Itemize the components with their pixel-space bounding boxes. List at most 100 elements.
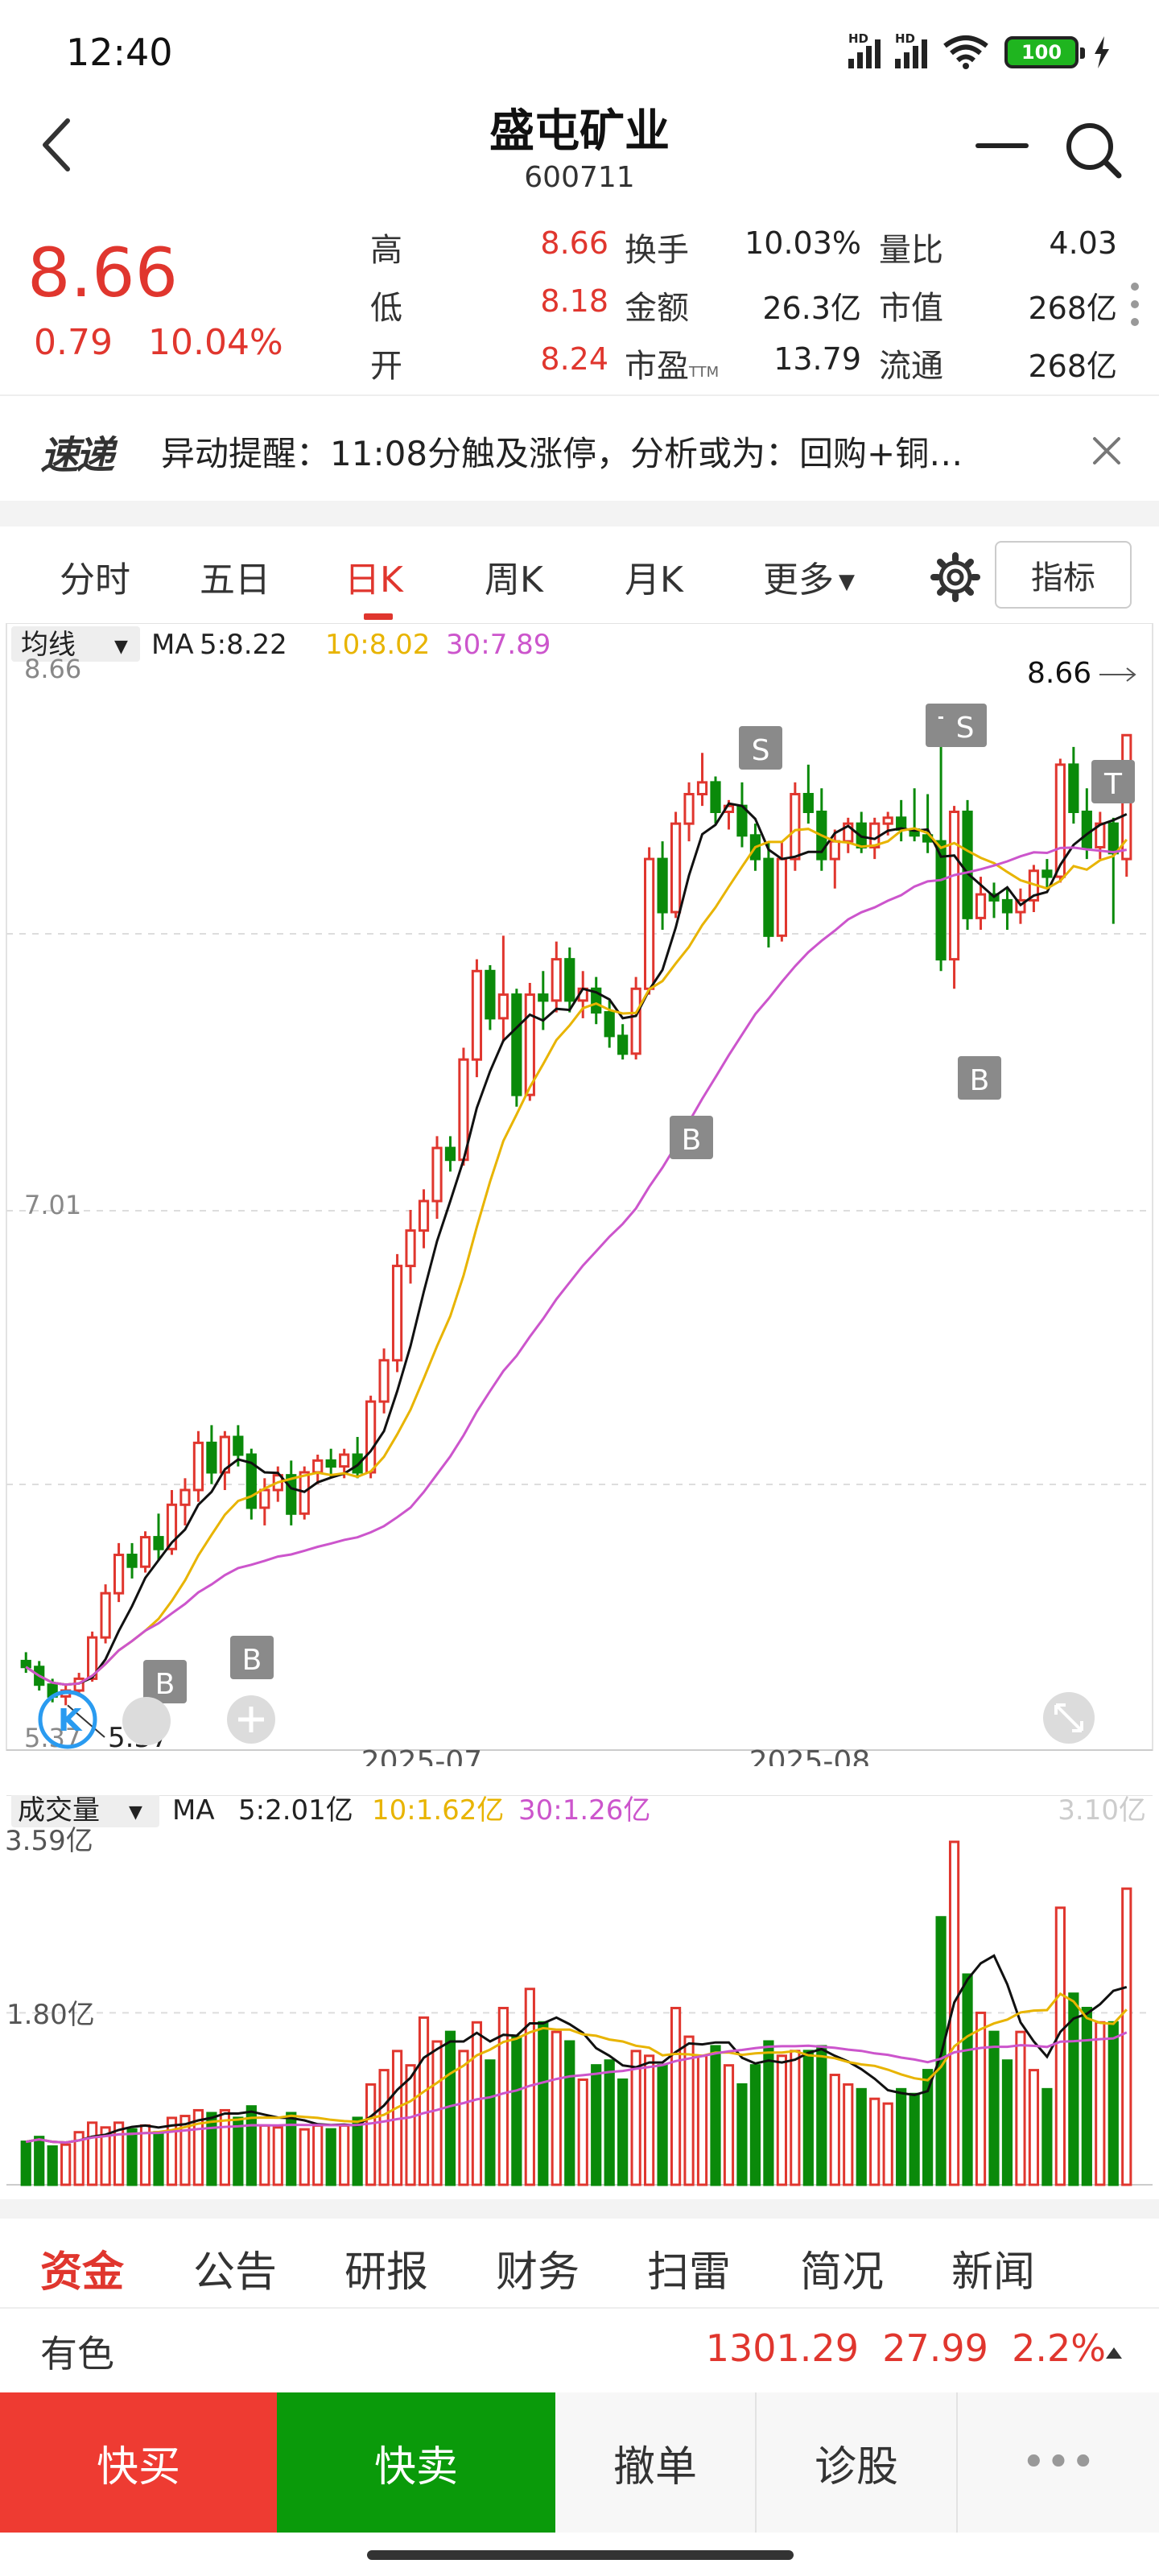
volume-bar-up <box>1095 2021 1106 2186</box>
price-change: 0.79 10.04% <box>34 322 283 363</box>
volume-bar-down <box>34 2136 45 2186</box>
volume-bar-up <box>670 2006 682 2186</box>
volume-bar-up <box>60 2143 72 2186</box>
candle-up <box>551 958 562 1002</box>
quote-label-open: 开 <box>370 348 402 385</box>
candle-down <box>802 793 814 813</box>
indicator-button[interactable]: 指标 <box>995 541 1132 609</box>
svg-text:S: S <box>752 734 770 767</box>
sector-row[interactable] <box>0 2307 1159 2392</box>
kline-chart[interactable]: 均线 ▼ MA 5:8.22 10:8.02 30:7.89 8.66 7.01… <box>0 623 1159 1766</box>
volume-ma30-value: 30:1.26亿 <box>518 1795 650 1827</box>
sector-name: 有色 <box>40 2332 114 2376</box>
ma10-line <box>25 827 1128 1686</box>
volume-bar-up <box>829 2074 840 2186</box>
volume-bar-up <box>723 2064 735 2186</box>
stock-name: 盛屯矿业 <box>489 105 670 158</box>
candle-down <box>245 1453 257 1509</box>
volume-bar-up <box>73 2131 85 2186</box>
candle-up <box>882 816 893 825</box>
candle-down <box>511 993 522 1096</box>
volume-chart[interactable]: 成交量 ▼ MA 5:2.01亿 10:1.62亿 30:1.26亿 3.10亿… <box>0 1795 1159 2198</box>
tab-research[interactable]: 研报 <box>344 2248 429 2297</box>
volume-bar-up <box>696 2054 708 2186</box>
quote-label-amount: 金额 <box>625 290 689 327</box>
back-arrow-icon[interactable] <box>32 113 80 177</box>
volume-selector-bg[interactable] <box>11 1795 159 1827</box>
ma5-line <box>25 802 1128 1686</box>
candle-down <box>233 1435 244 1456</box>
quote-value-open: 8.24 <box>540 341 608 377</box>
more-vertical-icon[interactable] <box>1130 280 1140 328</box>
tab-weekly-k[interactable]: 周K <box>485 559 543 601</box>
volume-bar-down <box>710 2045 721 2186</box>
quote-value-market-cap: 268亿 <box>1028 291 1117 326</box>
candle-up <box>630 987 641 1055</box>
more-options-button[interactable]: ••• <box>958 2392 1159 2533</box>
tab-more[interactable]: 更多 ▼ <box>763 559 855 601</box>
volume-selector[interactable]: 成交量 <box>18 1795 100 1827</box>
alert-bar[interactable] <box>0 396 1159 501</box>
active-tab-indicator <box>364 613 393 620</box>
tab-announcements[interactable]: 公告 <box>193 2248 278 2297</box>
minimize-icon[interactable] <box>975 143 1029 148</box>
tab-risk-scan[interactable]: 扫雷 <box>647 2248 732 2297</box>
volume-bars <box>20 1840 1132 2186</box>
home-indicator[interactable] <box>367 2550 794 2560</box>
status-time: 12:40 <box>66 31 173 74</box>
alert-text[interactable]: 异动提醒：11:08分触及涨停，分析或为：回购+铜… <box>161 434 963 473</box>
candle-up <box>497 993 509 1020</box>
plus-icon <box>238 1707 264 1732</box>
period-tabs: 分时 五日 日K 周K 月K 更多 ▼ <box>0 526 1159 623</box>
volume-bar-up <box>431 2040 443 2186</box>
candle-down <box>325 1459 336 1468</box>
candle-down <box>657 857 668 914</box>
dropdown-triangle-icon[interactable]: ▼ <box>114 637 128 657</box>
volume-bar-down <box>657 2064 668 2186</box>
candle-up <box>524 993 535 1096</box>
candle-down <box>538 993 549 1002</box>
volume-bar-up <box>644 2054 655 2186</box>
tab-profile[interactable]: 简况 <box>800 2248 885 2297</box>
volume-bar-down <box>1107 2021 1119 2186</box>
diagnose-button[interactable]: 诊股 <box>757 2392 958 2533</box>
signal-markers[interactable]: B B B S T S B T <box>143 704 1135 1703</box>
ma-selector-bg[interactable] <box>11 626 140 662</box>
volume-max-label: 3.10亿 <box>1058 1795 1146 1827</box>
volume-bar-up <box>179 2115 191 2186</box>
close-icon[interactable] <box>1087 431 1127 471</box>
search-icon[interactable] <box>1062 119 1124 180</box>
candle-down <box>935 840 947 961</box>
volume-bar-up <box>166 2116 178 2186</box>
tab-funds[interactable]: 资金 <box>40 2248 125 2297</box>
tab-daily-k[interactable]: 日K <box>344 559 403 601</box>
tab-five-day[interactable]: 五日 <box>200 559 270 601</box>
dropdown-triangle-icon: ▼ <box>839 570 855 594</box>
quote-value-volume-ratio: 4.03 <box>1049 225 1117 261</box>
volume-bar-down <box>749 2064 761 2186</box>
tab-intraday[interactable]: 分时 <box>60 559 130 601</box>
tab-news[interactable]: 新闻 <box>951 2248 1036 2297</box>
t-signal-marker <box>1091 760 1135 803</box>
dropdown-triangle-icon[interactable]: ▼ <box>129 1802 142 1823</box>
fast-buy-button[interactable]: 快买 <box>0 2392 277 2533</box>
tab-monthly-k[interactable]: 月K <box>625 559 683 601</box>
fast-sell-button[interactable]: 快卖 <box>277 2392 555 2533</box>
volume-ma10-value: 10:1.62亿 <box>372 1795 504 1827</box>
candle-down <box>1041 869 1053 878</box>
zoom-out-icon[interactable] <box>122 1697 171 1745</box>
signal-icon-2: HD <box>895 31 927 68</box>
volume-bar-down <box>511 2035 522 2186</box>
tab-financials[interactable]: 财务 <box>496 2248 580 2297</box>
kline-grid <box>6 623 1153 1751</box>
volume-bar-down <box>233 2116 244 2186</box>
ma-selector[interactable]: 均线 <box>21 629 76 661</box>
cancel-order-button[interactable]: 撤单 <box>555 2392 757 2533</box>
candle-down <box>206 1441 217 1474</box>
axis-label-top: 8.66 <box>24 654 81 684</box>
volume-bar-down <box>126 2128 138 2186</box>
date-label: 2025-08 <box>749 1745 870 1766</box>
sell-signal-marker <box>739 726 782 770</box>
k-mode-icon[interactable] <box>38 1690 97 1749</box>
gear-icon[interactable] <box>930 552 980 602</box>
